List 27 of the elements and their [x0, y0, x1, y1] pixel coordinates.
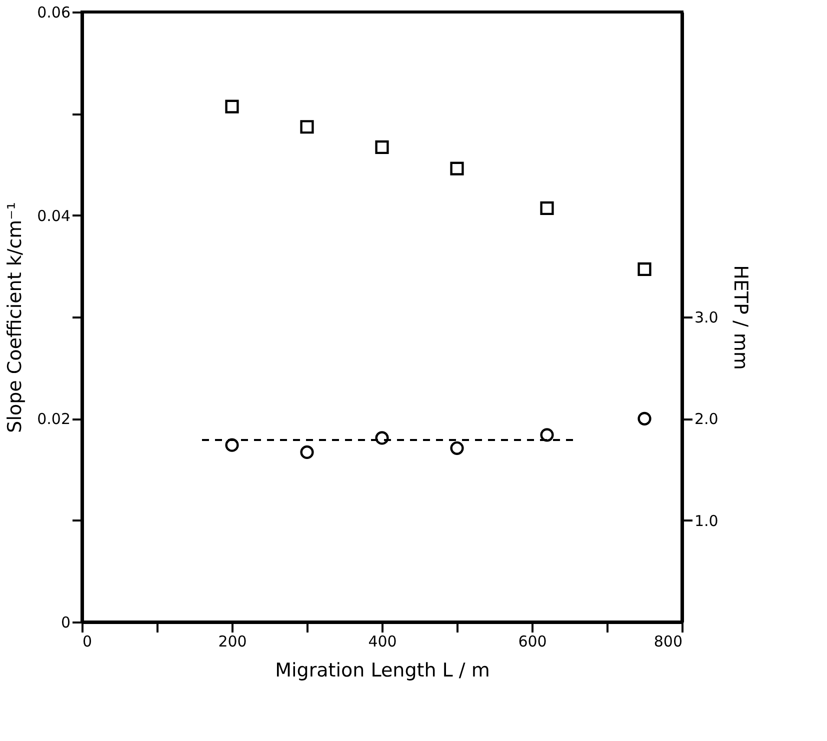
y-tick-label: 0.04	[37, 206, 70, 225]
point	[450, 162, 464, 176]
y2-tick-label: 2.0	[694, 410, 718, 428]
x-axis-title: Migration Length L / m	[275, 660, 490, 682]
x-tick-label: 200	[218, 632, 247, 650]
point	[300, 445, 314, 460]
x-tick-label: 0	[82, 632, 92, 650]
point	[225, 100, 239, 114]
point	[225, 438, 239, 452]
y2-tick-label: 1.0	[694, 512, 718, 530]
point	[375, 140, 389, 154]
y-tick-label: 0	[60, 614, 70, 632]
point	[375, 431, 389, 445]
point	[540, 201, 554, 216]
point	[450, 441, 464, 455]
x-tick-label: 800	[654, 632, 682, 650]
y-tick-label: 0.02	[37, 410, 70, 428]
point	[540, 428, 554, 442]
x-tick-label: 400	[368, 632, 397, 650]
y-axis-title: Slope Coefficient k/cm⁻¹	[4, 202, 26, 433]
y2-tick-label: 3.0	[694, 308, 718, 326]
x-tick-label: 600	[518, 632, 547, 650]
point	[300, 120, 314, 134]
y-tick-label: 0.06	[37, 4, 70, 22]
point	[638, 262, 652, 276]
point	[638, 412, 652, 426]
y2-axis-title: HETP / mm	[729, 265, 752, 370]
